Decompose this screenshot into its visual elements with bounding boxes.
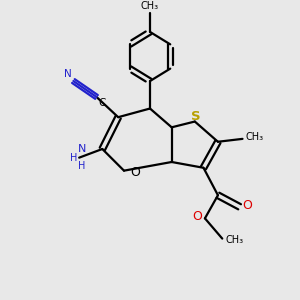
Text: CH₃: CH₃ [225, 235, 243, 245]
Text: CH₃: CH₃ [246, 132, 264, 142]
Text: S: S [191, 110, 201, 123]
Text: O: O [193, 210, 202, 224]
Text: O: O [130, 166, 140, 178]
Text: C: C [98, 98, 105, 108]
Text: H: H [70, 153, 78, 163]
Text: O: O [242, 199, 252, 212]
Text: N: N [64, 69, 72, 79]
Text: CH₃: CH₃ [141, 1, 159, 11]
Text: H: H [78, 161, 86, 171]
Text: N: N [78, 144, 86, 154]
